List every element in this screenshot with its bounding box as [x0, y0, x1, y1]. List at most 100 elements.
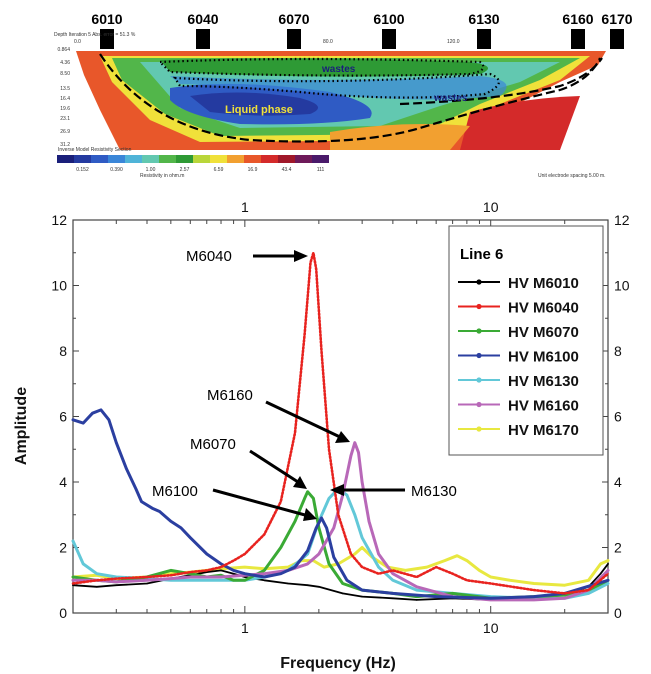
point-hv-m6010-7	[220, 569, 222, 572]
point-hv-m6070-0	[72, 576, 74, 578]
point-hv-m6040-14	[309, 261, 312, 264]
y-axis-label: Amplitude	[13, 387, 30, 465]
point-hv-m6100-26	[346, 579, 348, 582]
scale-swatch-14	[295, 155, 312, 163]
electrode-label-6100: 6100	[373, 11, 404, 27]
point-hv-m6130-27	[607, 582, 609, 585]
electrode-label-6010: 6010	[91, 11, 122, 27]
point-hv-m6170-10	[287, 566, 289, 568]
point-hv-m6160-20	[377, 553, 380, 555]
point-hv-m6170-30	[599, 563, 602, 565]
electrode-marker-6070	[287, 29, 301, 49]
point-hv-m6100-7	[135, 487, 137, 490]
point-hv-m6160-4	[170, 577, 172, 580]
point-hv-m6160-19	[368, 520, 370, 523]
point-hv-m6100-28	[392, 592, 394, 595]
point-hv-m6170-25	[489, 576, 492, 578]
scale-value-3: 2.57	[180, 167, 190, 173]
legend-label-hv-m6040: HV M6040	[508, 300, 579, 317]
point-hv-m6070-16	[318, 527, 320, 529]
legend-box	[448, 225, 604, 456]
point-hv-m6040-15	[312, 252, 315, 254]
arrow-m6040-head	[294, 250, 308, 262]
point-hv-m6040-24	[415, 576, 418, 578]
point-hv-m6100-14	[206, 553, 208, 555]
point-hv-m6100-12	[180, 527, 182, 529]
section-x-tick-80: 80.0	[323, 39, 333, 45]
depth-tick-4: 16.4	[60, 96, 70, 102]
legend-marker-hv-m6040	[476, 303, 482, 310]
point-hv-m6100-1	[82, 422, 84, 424]
electrode-label-6160: 6160	[562, 11, 593, 27]
point-hv-m6100-11	[170, 520, 172, 523]
section-header-text: Depth Iteration 5 Abs. error = 51.3 %	[54, 32, 136, 38]
scale-swatch-4	[125, 155, 142, 163]
point-hv-m6070-15	[312, 497, 315, 500]
point-hv-m6010-14	[341, 592, 344, 595]
point-hv-m6100-15	[220, 563, 222, 565]
y-tick-label-right-6: 6	[614, 409, 622, 425]
scale-swatch-6	[159, 155, 176, 163]
point-hv-m6100-20	[294, 566, 296, 568]
scale-swatch-7	[176, 155, 193, 163]
annotation-m6100: M6100	[152, 483, 198, 500]
point-hv-m6170-13	[323, 566, 325, 568]
annotation-m6040: M6040	[186, 248, 232, 265]
scale-swatch-3	[108, 155, 125, 163]
y-tick-label-right-0: 0	[614, 605, 622, 621]
depth-ticks: 0.864 4.36 8.50 13.5 16.4 19.6 23.1 26.9 31.2	[57, 47, 70, 148]
point-hv-m6040-23	[392, 569, 394, 572]
legend-marker-hv-m6100	[476, 352, 482, 359]
arrow-m6070-head	[293, 476, 307, 489]
scale-value-1: 0.390	[110, 167, 123, 173]
point-hv-m6130-16	[346, 494, 348, 496]
point-hv-m6040-25	[435, 566, 438, 568]
electrode-label-6170: 6170	[601, 11, 632, 27]
annotation-m6160: M6160	[207, 387, 253, 404]
legend-label-hv-m6130: HV M6130	[508, 373, 579, 390]
label-wastes-upper: wastes	[321, 64, 356, 75]
scale-swatch-0	[57, 155, 74, 163]
point-hv-m6100-25	[333, 556, 335, 559]
annotation-m6130: M6130	[411, 483, 457, 500]
point-hv-m6100-30	[489, 597, 492, 600]
point-hv-m6100-27	[361, 589, 363, 591]
scale-swatch-11	[244, 155, 261, 163]
point-hv-m6130-7	[206, 579, 208, 582]
point-hv-m6130-6	[189, 579, 192, 582]
liquid-boundary-dashed	[99, 53, 602, 143]
annotation-m6070: M6070	[190, 436, 236, 453]
point-hv-m6040-9	[244, 553, 246, 555]
point-hv-m6010-3	[146, 582, 148, 585]
scale-value-2: 1.00	[146, 167, 156, 173]
depth-tick-6: 23.1	[60, 116, 70, 122]
electrode-marker-6170	[610, 29, 624, 49]
legend-label-hv-m6010: HV M6010	[508, 275, 579, 292]
point-hv-m6170-19	[404, 569, 407, 572]
point-hv-m6160-25	[533, 599, 535, 601]
point-hv-m6010-1	[96, 586, 98, 588]
point-hv-m6070-11	[280, 546, 282, 549]
section-x-tick-120: 120.0	[447, 39, 460, 45]
point-hv-m6010-13	[318, 586, 320, 588]
point-hv-m6010-8	[232, 572, 235, 575]
scale-swatch-15	[312, 155, 329, 163]
label-wastes-lower: wastes	[433, 93, 468, 104]
point-hv-m6040-1	[96, 579, 98, 582]
point-hv-m6160-9	[263, 572, 266, 575]
section-spacing-note: Unit electrode spacing 5.00 m.	[538, 173, 606, 179]
depth-tick-2: 8.50	[60, 71, 70, 77]
electrode-marker-6130	[477, 29, 491, 49]
point-hv-m6010-11	[287, 582, 289, 585]
legend-title: Line 6	[460, 246, 503, 263]
point-hv-m6040-20	[350, 553, 352, 555]
point-hv-m6040-29	[533, 589, 535, 591]
y-tick-label-left-12: 12	[51, 212, 67, 228]
point-hv-m6100-13	[189, 536, 192, 539]
section-liquid-core	[190, 92, 318, 116]
section-image	[76, 51, 606, 150]
y-tick-label-left-4: 4	[59, 474, 67, 490]
depth-tick-8: 31.2	[60, 142, 70, 148]
point-hv-m6010-15	[361, 595, 363, 598]
waste-boundary-dotted-1	[157, 57, 485, 77]
